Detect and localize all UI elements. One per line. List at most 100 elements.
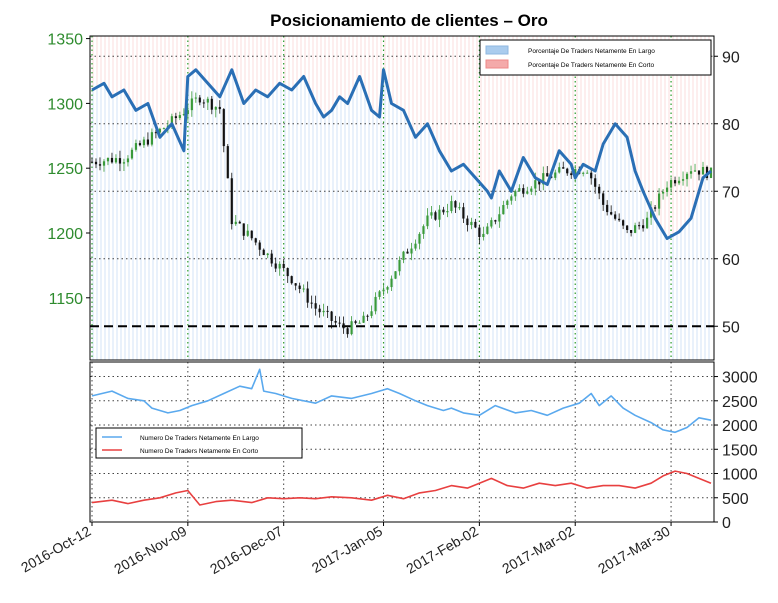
candle-body bbox=[402, 251, 405, 260]
candle-body bbox=[350, 321, 353, 335]
price-legend: Porcentaje De Traders Netamente En Largo… bbox=[479, 39, 712, 76]
candle-body bbox=[178, 115, 181, 119]
candle-body bbox=[206, 98, 209, 103]
price-axis-left: 1150 1200 1250 1300 1350 bbox=[47, 32, 90, 308]
traders-tick-label: 3000 bbox=[722, 370, 758, 387]
candle-body bbox=[630, 229, 633, 233]
candle-body bbox=[218, 106, 221, 110]
candle-body bbox=[158, 128, 161, 133]
candle-body bbox=[374, 296, 377, 312]
long-pct-line bbox=[91, 68, 712, 240]
candle-body bbox=[685, 173, 689, 180]
candle-body bbox=[622, 220, 625, 226]
candle-body bbox=[286, 268, 289, 277]
candle-body bbox=[454, 201, 457, 208]
candle-body bbox=[214, 106, 217, 110]
candle-body bbox=[278, 263, 281, 269]
candle-body bbox=[574, 169, 577, 176]
price-tick-label: 1350 bbox=[47, 32, 83, 49]
candle-body bbox=[138, 143, 142, 146]
legend-short-swatch bbox=[485, 59, 509, 69]
chart-title: Posicionamiento de clientes – Oro bbox=[270, 11, 548, 30]
candle-body bbox=[298, 285, 301, 289]
candle-body bbox=[518, 188, 521, 192]
candle-body bbox=[198, 97, 201, 103]
candle-body bbox=[554, 172, 557, 178]
candle-body bbox=[614, 214, 617, 219]
candle-body bbox=[130, 149, 134, 159]
candle-body bbox=[202, 102, 205, 104]
candle-body bbox=[290, 276, 293, 284]
candle-body bbox=[406, 251, 409, 254]
candle-body bbox=[450, 201, 453, 212]
candle-body bbox=[442, 209, 445, 213]
candle-body bbox=[669, 180, 673, 188]
candle-body bbox=[677, 180, 681, 184]
candle-body bbox=[330, 311, 333, 321]
candle-body bbox=[697, 170, 701, 175]
candle-body bbox=[466, 218, 469, 226]
candle-body bbox=[602, 193, 605, 205]
candle-body bbox=[673, 180, 677, 184]
percent-tick-label: 60 bbox=[722, 252, 740, 269]
candle-body bbox=[162, 128, 165, 130]
candle-body bbox=[530, 188, 533, 192]
candle-body bbox=[338, 322, 341, 324]
date-tick-label: 2017-Jan-05 bbox=[309, 523, 385, 576]
candle-body bbox=[326, 310, 329, 312]
candle-body bbox=[482, 233, 485, 238]
candle-body bbox=[122, 162, 126, 164]
candle-body bbox=[522, 188, 525, 194]
candle-body bbox=[661, 192, 665, 194]
price-tick-label: 1150 bbox=[49, 291, 84, 308]
legend-short-label: Porcentaje De Traders Netamente En Corto bbox=[528, 62, 654, 69]
candle-body bbox=[386, 287, 389, 290]
date-tick-label: 2016-Nov-09 bbox=[111, 523, 189, 577]
candle-body bbox=[626, 225, 629, 230]
date-axis: 2016-Oct-12 2016-Nov-09 2016-Dec-07 2017-Ja… bbox=[18, 522, 673, 577]
candle-body bbox=[142, 139, 146, 146]
candle-body bbox=[634, 225, 637, 233]
percent-tick-label: 50 bbox=[722, 319, 740, 336]
price-gridlines bbox=[90, 36, 714, 360]
percent-tick-label: 70 bbox=[722, 184, 740, 201]
candle-body bbox=[470, 221, 473, 226]
candle-body bbox=[186, 110, 189, 115]
candle-body bbox=[118, 158, 122, 164]
candle-body bbox=[174, 116, 177, 119]
candle-body bbox=[210, 98, 213, 110]
candle-body bbox=[270, 253, 273, 264]
candle-body bbox=[318, 308, 321, 313]
long-traders-line bbox=[91, 368, 712, 434]
candle-body bbox=[114, 158, 118, 163]
candle-body bbox=[418, 233, 421, 244]
candle-body bbox=[370, 311, 373, 316]
traders-tick-label: 1500 bbox=[722, 442, 758, 459]
candle-body bbox=[434, 212, 437, 220]
candle-body bbox=[230, 178, 233, 225]
candle-body bbox=[314, 303, 317, 309]
candle-body bbox=[458, 207, 461, 209]
candle-body bbox=[606, 204, 609, 213]
candle-body bbox=[334, 320, 337, 323]
candle-body bbox=[646, 217, 649, 229]
candle-body bbox=[410, 248, 413, 254]
candle-body bbox=[430, 212, 433, 216]
candle-body bbox=[126, 158, 130, 163]
long-pct-area bbox=[92, 69, 711, 360]
candle-body bbox=[150, 132, 154, 145]
candle-body bbox=[226, 146, 229, 179]
candle-body bbox=[378, 291, 381, 297]
candle-body bbox=[693, 170, 697, 172]
candle-body bbox=[498, 214, 501, 222]
traders-legend-box bbox=[95, 427, 303, 459]
candle-body bbox=[462, 207, 465, 219]
candle-body bbox=[398, 259, 401, 272]
candle-body bbox=[258, 242, 261, 250]
candle-body bbox=[246, 230, 249, 236]
candle-body bbox=[282, 263, 285, 269]
legend-short-traders-label: Numero De Traders Netamente En Corto bbox=[140, 448, 259, 455]
percent-tick-label: 90 bbox=[722, 49, 740, 66]
percent-axis-right: 50 60 70 80 90 bbox=[714, 49, 740, 336]
